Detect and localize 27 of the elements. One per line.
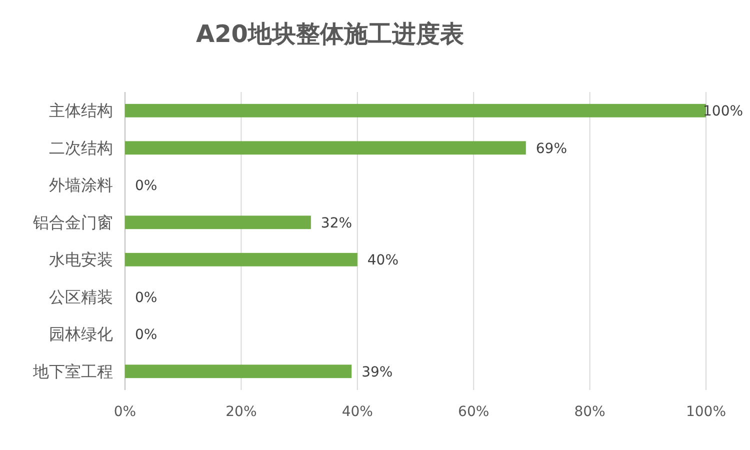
data-label: 40% (367, 252, 399, 269)
data-label: 39% (362, 364, 393, 380)
bar (125, 141, 526, 155)
y-tick-label: 水电安装 (49, 250, 113, 270)
y-tick-label: 地下室工程 (32, 362, 113, 381)
x-tick-label: 40% (342, 404, 373, 420)
x-tick-label: 80% (574, 404, 606, 420)
x-tick-label: 0% (114, 404, 136, 420)
x-tick-label: 20% (226, 404, 257, 420)
bar (125, 104, 706, 118)
y-tick-label: 公区精装 (49, 287, 113, 306)
y-tick-label: 外墙涂料 (49, 176, 113, 195)
data-label: 32% (320, 215, 352, 232)
bar (125, 252, 358, 266)
x-tick-label: 100% (686, 404, 726, 420)
data-label: 0% (135, 178, 158, 194)
chart-title: A20地块整体施工进度表 (196, 20, 464, 48)
bar (125, 216, 311, 230)
y-tick-label: 二次结构 (49, 138, 113, 158)
y-tick-label: 主体结构 (49, 101, 113, 120)
data-label: 69% (536, 140, 568, 157)
data-label: 0% (135, 290, 158, 306)
y-tick-label: 园林绿化 (49, 324, 113, 344)
y-tick-label: 铝合金门窗 (32, 212, 113, 232)
x-tick-label: 60% (458, 404, 490, 420)
bar (125, 364, 352, 378)
data-label: 0% (135, 327, 158, 344)
